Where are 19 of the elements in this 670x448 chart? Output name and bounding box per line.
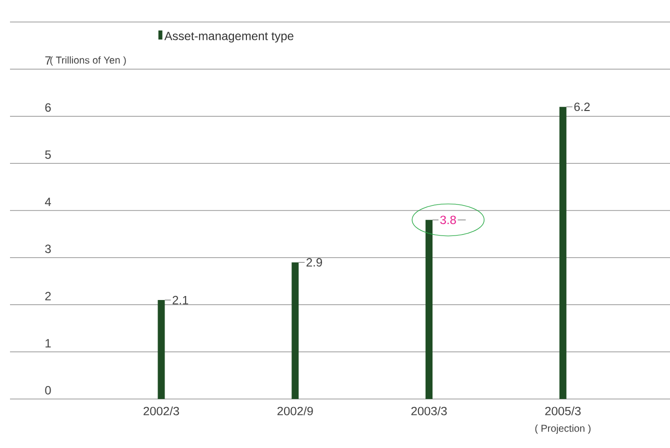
y-tick-label: 7: [45, 56, 51, 65]
x-tick-label: 2003/3: [411, 406, 447, 416]
y-tick-label: 5: [45, 150, 51, 159]
y-tick-label: 0: [45, 386, 51, 394]
y-tick-label: 2: [45, 292, 51, 300]
x-tick-label: 2002/3: [144, 406, 180, 416]
annotation: 3.8: [440, 216, 456, 224]
x-tick-label: 2005/3: [545, 406, 581, 416]
x-tick-label: 2002/9: [277, 406, 313, 416]
text: 6.2: [574, 102, 590, 112]
text: 2.9: [306, 258, 322, 267]
y-axis-title: ( Trillions of Yen ): [50, 56, 126, 66]
y-tick-label: 6: [45, 103, 51, 112]
text: 2.1: [172, 296, 188, 304]
y-tick-label: 1: [46, 339, 51, 348]
y-tick-label: 4: [44, 198, 51, 206]
legend-label: Asset-management type: [164, 32, 294, 43]
text: ( Projection ): [535, 424, 591, 434]
y-tick-label: 3: [45, 244, 51, 254]
